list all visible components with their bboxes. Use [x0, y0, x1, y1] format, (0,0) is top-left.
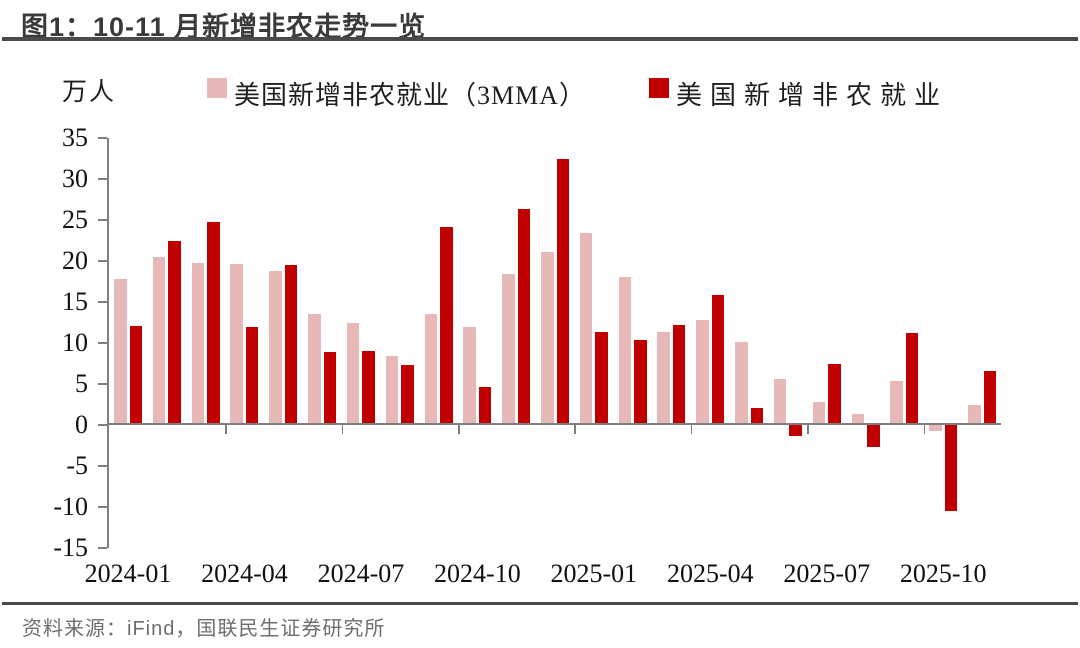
bar-3mma-2024-01 [114, 279, 127, 424]
bar-actual-2025-09 [905, 333, 919, 424]
bar-3mma-2025-09 [890, 380, 903, 424]
bar-actual-2024-09 [440, 226, 453, 424]
y-axis-tick [98, 506, 107, 508]
x-tick-label: 2025-04 [666, 559, 754, 588]
legend-label-actual: 美国新增非农就业 [676, 81, 949, 110]
x-tick-label: 2024-10 [434, 559, 521, 588]
bar-actual-2025-06 [789, 425, 802, 436]
y-axis-tick [98, 137, 107, 139]
y-axis-tick [98, 260, 107, 262]
y-axis-tick [98, 178, 107, 180]
x-axis-line [107, 423, 1002, 425]
y-tick-label: 35 [62, 123, 88, 152]
title-divider [2, 37, 1078, 41]
bar-3mma-2025-06 [773, 379, 787, 424]
bar-3mma-2025-01 [579, 233, 593, 424]
bar-actual-2024-10 [478, 387, 492, 424]
x-axis-tick [923, 425, 926, 434]
y-tick-label: 5 [75, 369, 88, 398]
y-tick-label: -15 [53, 533, 88, 562]
bar-3mma-2024-02 [152, 256, 166, 424]
y-axis-tick [98, 424, 107, 426]
source-note: 资料来源：iFind，国联民生证券研究所 [22, 618, 386, 640]
legend-label-3mma: 美国新增非农就业（3MMA） [234, 81, 587, 110]
bar-actual-2024-07 [362, 351, 375, 424]
x-axis-tick [807, 425, 809, 434]
y-axis-tick [98, 342, 107, 344]
bar-3mma-2025-05 [735, 342, 748, 424]
bar-actual-2024-08 [401, 365, 414, 424]
y-axis-tick [98, 301, 107, 303]
bar-3mma-2025-03 [657, 332, 670, 424]
bar-actual-2025-07 [828, 364, 841, 424]
bar-3mma-2024-08 [385, 356, 399, 424]
bar-actual-2025-02 [634, 339, 647, 424]
y-axis-line [107, 138, 109, 548]
bar-3mma-2024-12 [541, 252, 554, 424]
bar-actual-2024-04 [245, 326, 259, 424]
bar-actual-2024-02 [168, 241, 181, 424]
x-tick-label: 2025-01 [550, 559, 638, 588]
y-tick-label: 15 [62, 287, 88, 316]
legend-swatch-actual-icon [649, 78, 669, 98]
y-axis-tick [98, 383, 107, 385]
bar-actual-2024-06 [323, 352, 337, 424]
legend-swatch-3mma-icon [207, 78, 227, 98]
bar-actual-2025-08 [867, 425, 880, 448]
bar-3mma-2025-10 [929, 425, 942, 431]
bar-3mma-2024-11 [502, 274, 515, 424]
bar-3mma-2024-04 [230, 263, 243, 424]
bar-actual-2025-04 [711, 294, 725, 424]
bar-actual-2025-10 [944, 425, 958, 512]
bar-actual-2025-01 [595, 332, 608, 424]
y-axis-tick [98, 465, 107, 467]
y-tick-label: 20 [62, 246, 88, 275]
bar-actual-2025-03 [672, 325, 686, 424]
x-axis-tick [225, 425, 227, 434]
bar-3mma-2025-08 [851, 414, 865, 424]
x-axis-tick [341, 425, 344, 434]
x-tick-label: 2024-04 [201, 559, 288, 588]
bar-actual-2024-12 [556, 158, 570, 424]
bar-3mma-2024-03 [191, 262, 205, 424]
bar-actual-2024-03 [207, 221, 220, 424]
bar-3mma-2024-10 [463, 326, 476, 424]
bar-actual-2025-11 [983, 370, 997, 424]
y-tick-label: -5 [66, 451, 88, 480]
y-axis-unit-label: 万人 [62, 79, 117, 106]
y-tick-label: 10 [62, 328, 88, 357]
bar-actual-2024-05 [284, 265, 298, 424]
y-axis-tick [98, 219, 107, 221]
x-tick-label: 2024-07 [317, 559, 405, 588]
y-tick-label: 25 [62, 205, 88, 234]
y-tick-label: 30 [62, 164, 88, 193]
bar-3mma-2025-07 [812, 402, 826, 424]
bar-actual-2024-01 [129, 325, 142, 424]
bar-3mma-2024-05 [269, 270, 282, 424]
x-axis-tick [457, 425, 460, 434]
x-tick-label: 2025-07 [783, 559, 871, 588]
bar-3mma-2025-04 [696, 320, 709, 424]
bar-actual-2025-05 [750, 407, 764, 424]
bar-3mma-2025-11 [968, 404, 981, 424]
x-tick-label: 2025-10 [899, 559, 987, 588]
bar-3mma-2024-06 [308, 314, 321, 424]
x-axis-tick [690, 425, 693, 434]
bar-3mma-2024-07 [346, 322, 360, 424]
y-axis-tick [98, 547, 107, 549]
y-tick-label: -10 [53, 492, 88, 521]
footer-divider [2, 602, 1078, 605]
bar-actual-2024-11 [517, 209, 531, 424]
x-tick-label: 2024-01 [84, 559, 172, 588]
x-axis-tick [574, 425, 577, 434]
bar-3mma-2025-02 [618, 276, 632, 424]
bar-3mma-2024-09 [424, 314, 438, 424]
y-tick-label: 0 [75, 410, 88, 439]
